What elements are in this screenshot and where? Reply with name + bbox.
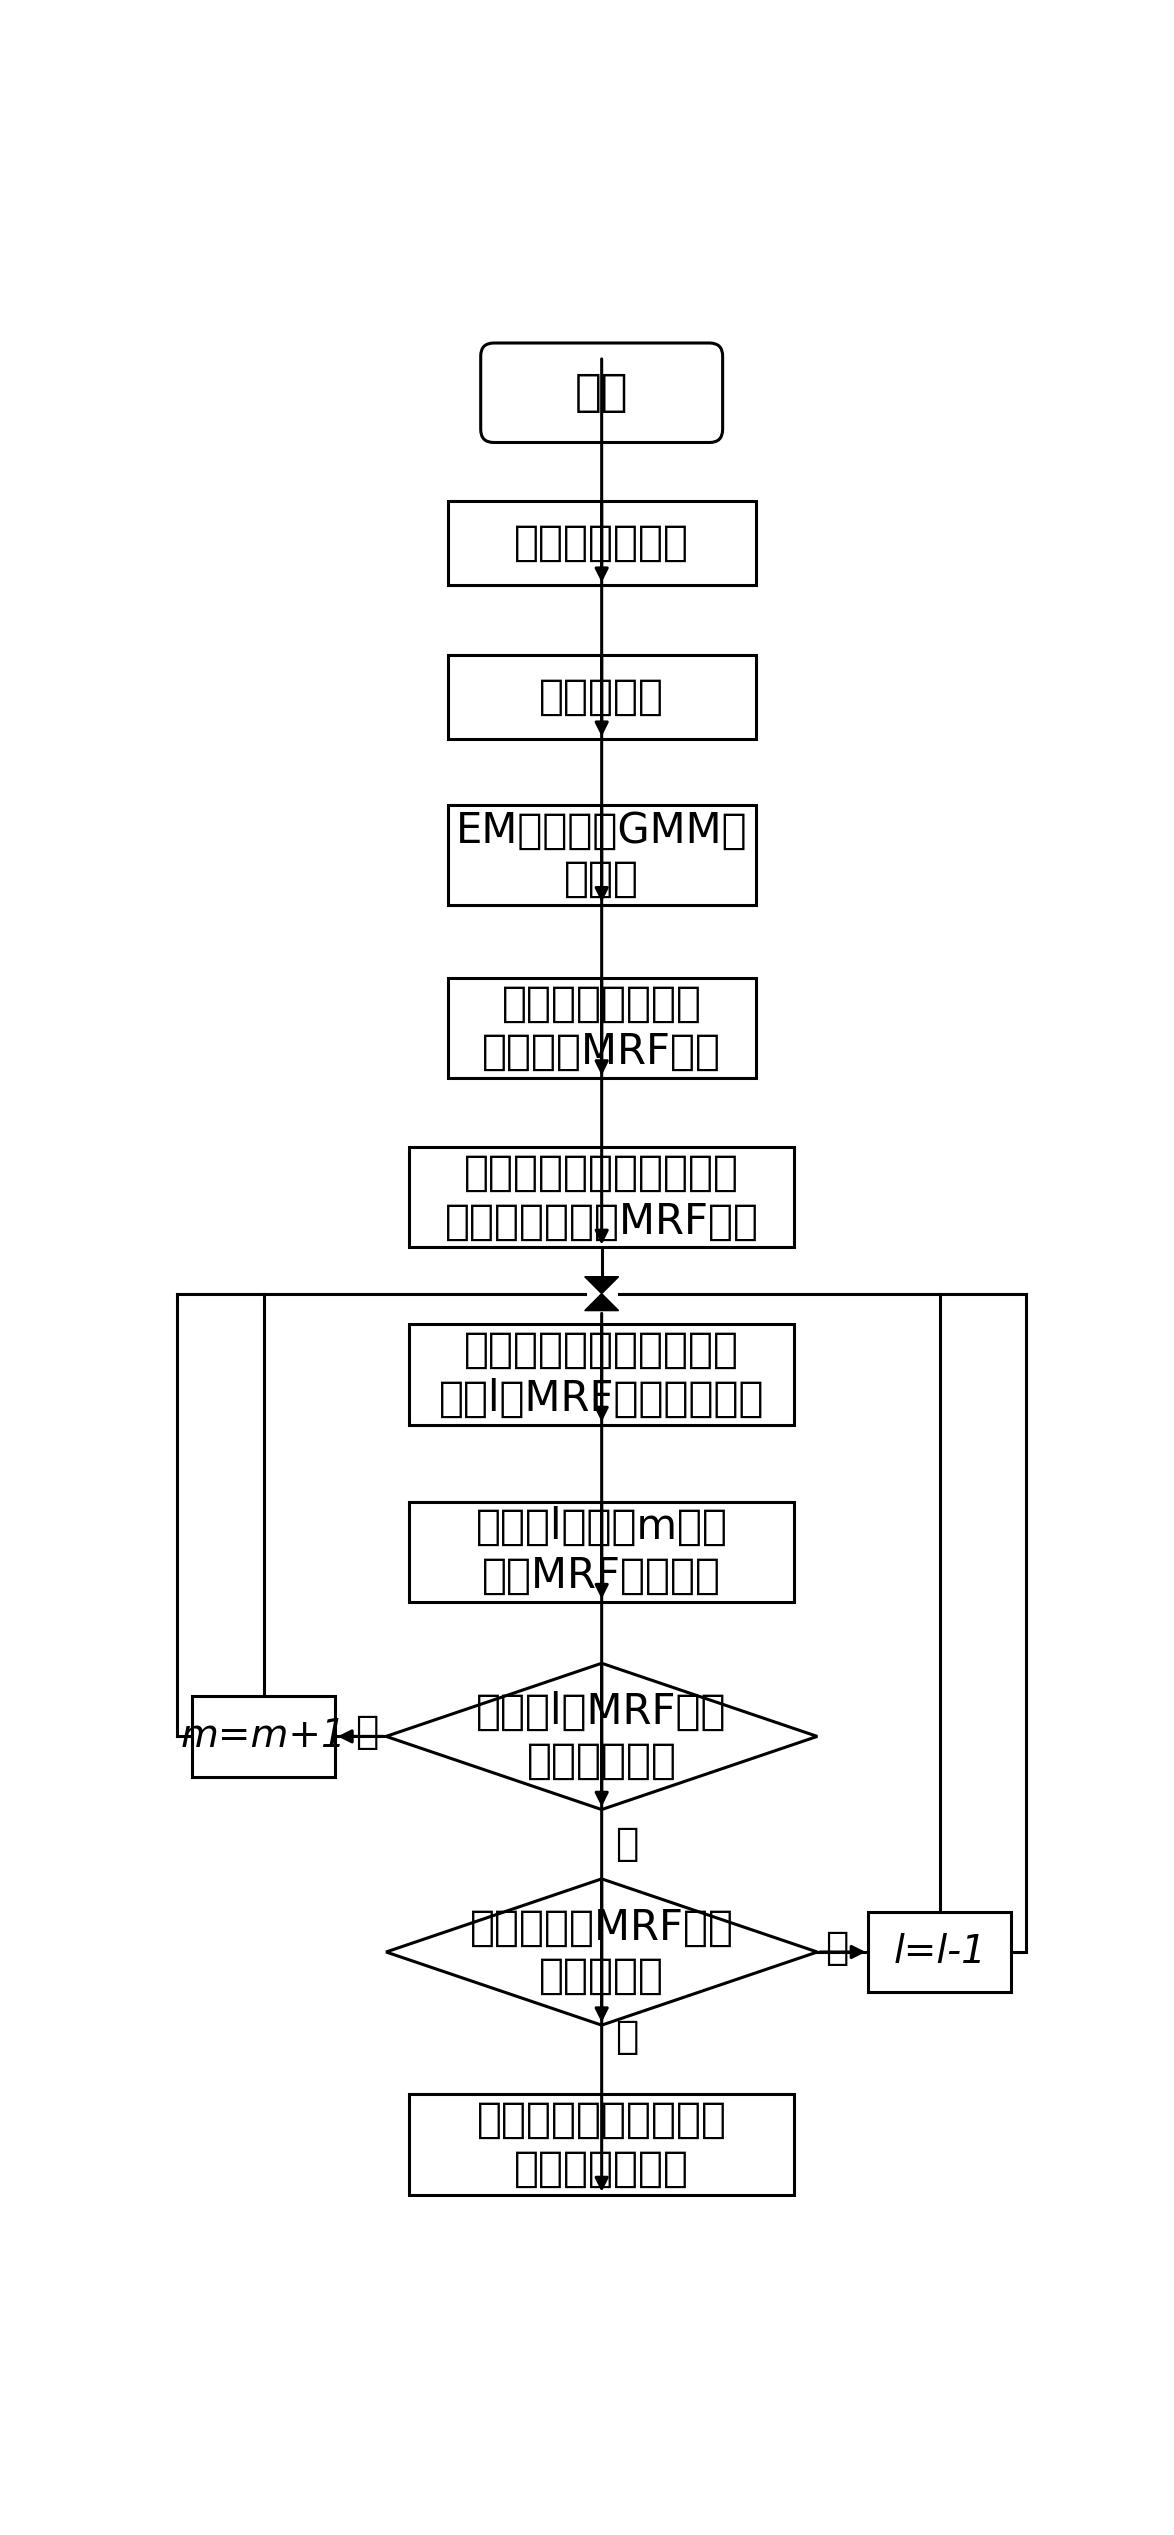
Text: EM算法估计GMM模
型参数: EM算法估计GMM模 型参数 [456,809,748,900]
Text: 是: 是 [615,2018,639,2056]
Text: 计算第l层的第m次迭
代的MRF全局能量: 计算第l层的第m次迭 代的MRF全局能量 [475,1506,728,1597]
Text: 开始: 开始 [575,370,628,413]
FancyBboxPatch shape [480,342,723,444]
Bar [447,804,756,905]
Text: 判断多尺度MRF模型
是否遍历完: 判断多尺度MRF模型 是否遍历完 [470,1906,734,1998]
Text: 否: 否 [825,1929,849,1967]
Text: 建立融合边缘保持的局部
区域交互多尺度MRF模型: 建立融合边缘保持的局部 区域交互多尺度MRF模型 [445,1151,758,1242]
Bar [410,1501,794,1602]
Bar [410,2094,794,2195]
Text: m=m+1: m=m+1 [181,1716,346,1754]
Text: 参数初始化: 参数初始化 [539,677,664,717]
Text: 输入待分割图像: 输入待分割图像 [514,522,689,563]
Text: 判断第l层MRF模型
推理是否收敛: 判断第l层MRF模型 推理是否收敛 [477,1691,727,1782]
Text: 否: 否 [355,1714,378,1752]
Bar [869,1911,1011,1993]
Text: 输出估计的最优标签场
为最终分割结果: 输出估计的最优标签场 为最终分割结果 [477,2099,727,2190]
Text: 建立局部区域交互
的多尺度MRF模型: 建立局部区域交互 的多尺度MRF模型 [483,984,721,1072]
Text: 利用区域置信度传播算法
对第l层MRF模型进行推理: 利用区域置信度传播算法 对第l层MRF模型进行推理 [439,1328,764,1420]
Polygon shape [585,1293,619,1311]
Polygon shape [585,1278,619,1293]
Bar [410,1323,794,1425]
Bar [447,979,756,1077]
Polygon shape [386,1878,817,2025]
Bar [193,1696,335,1777]
Bar [447,499,756,586]
Text: l=l-1: l=l-1 [893,1934,986,1972]
Text: 是: 是 [615,1825,639,1863]
Polygon shape [386,1663,817,1810]
Bar [447,654,756,740]
Bar [410,1148,794,1247]
